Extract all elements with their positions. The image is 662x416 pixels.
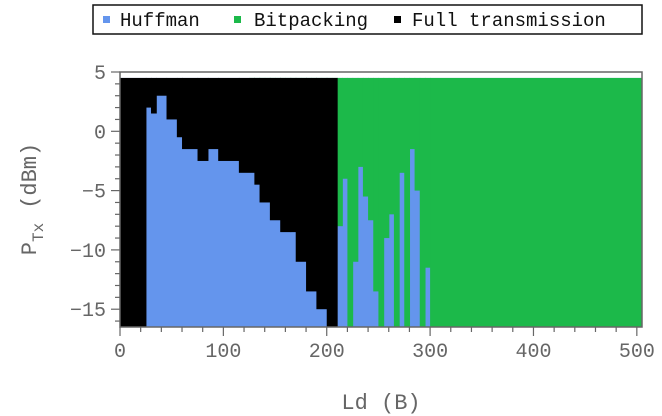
series-step	[182, 77, 199, 150]
y-tick-label: −10	[70, 241, 106, 264]
series-step	[254, 77, 261, 185]
y-axis-title-unit: (dBm)	[18, 143, 43, 209]
legend-box	[92, 4, 643, 35]
series-step	[399, 77, 405, 173]
x-tick-label: 300	[412, 341, 448, 364]
series-step	[362, 77, 369, 197]
x-axis-title: Ld (B)	[341, 391, 420, 416]
plot-area	[120, 77, 642, 327]
legend-swatch-bitpacking	[234, 16, 241, 23]
series-step	[306, 77, 317, 292]
series-step	[430, 77, 642, 327]
series-full-transmission	[120, 77, 338, 327]
series-step	[393, 77, 400, 327]
series-step	[207, 77, 219, 150]
series-step	[352, 77, 359, 262]
y-axis-title-subscript: Tx	[30, 223, 48, 242]
series-step	[342, 77, 349, 179]
y-axis-title: PTx (dBm)	[18, 143, 48, 255]
series-step	[151, 77, 157, 114]
series-step	[316, 77, 328, 310]
series-step	[347, 77, 354, 327]
y-tick-label: 5	[94, 63, 106, 86]
series-step	[238, 77, 255, 173]
series-step	[120, 77, 147, 327]
series-step	[378, 77, 385, 327]
series-step	[166, 77, 178, 120]
series-step	[388, 77, 395, 215]
series-step	[404, 77, 411, 327]
legend-label-bitpacking: Bitpacking	[254, 10, 368, 32]
series-step	[145, 77, 152, 108]
y-tick-label: 0	[94, 122, 106, 145]
series-step	[326, 77, 338, 327]
series-step	[368, 77, 374, 221]
x-axis: 0 100 200 300 400 500	[114, 327, 655, 364]
series-step	[280, 77, 292, 233]
x-tick-label: 200	[309, 341, 345, 364]
series-step	[414, 77, 421, 191]
legend-swatch-full-transmission	[394, 16, 401, 23]
series-step	[357, 77, 364, 167]
series-step	[176, 77, 183, 138]
series-step	[383, 77, 390, 239]
x-tick-label: 400	[515, 341, 551, 364]
y-axis: 5 0 −5 −10 −15	[70, 63, 120, 323]
legend: Huffman Bitpacking Full transmission	[92, 4, 643, 35]
series-step	[337, 77, 343, 227]
series-step	[290, 77, 297, 233]
series-step	[269, 77, 281, 221]
x-tick-label: 500	[619, 341, 655, 364]
series-step	[295, 77, 307, 262]
series-step	[419, 77, 426, 327]
series-step	[218, 77, 240, 161]
legend-label-huffman: Huffman	[120, 10, 200, 32]
series-step	[373, 77, 380, 292]
series-step	[156, 77, 168, 96]
x-tick-label: 0	[114, 341, 126, 364]
series-step	[259, 77, 271, 203]
x-tick-label: 100	[205, 341, 241, 364]
series-step	[197, 77, 209, 161]
y-tick-label: −15	[70, 300, 106, 323]
series-step	[409, 77, 416, 150]
y-axis-title-main: P	[18, 242, 43, 255]
legend-swatch-huffman	[103, 16, 110, 23]
series-step	[424, 77, 431, 268]
y-tick-label: −5	[82, 182, 106, 205]
legend-label-full-transmission: Full transmission	[412, 10, 606, 32]
plot-frame	[119, 71, 643, 328]
